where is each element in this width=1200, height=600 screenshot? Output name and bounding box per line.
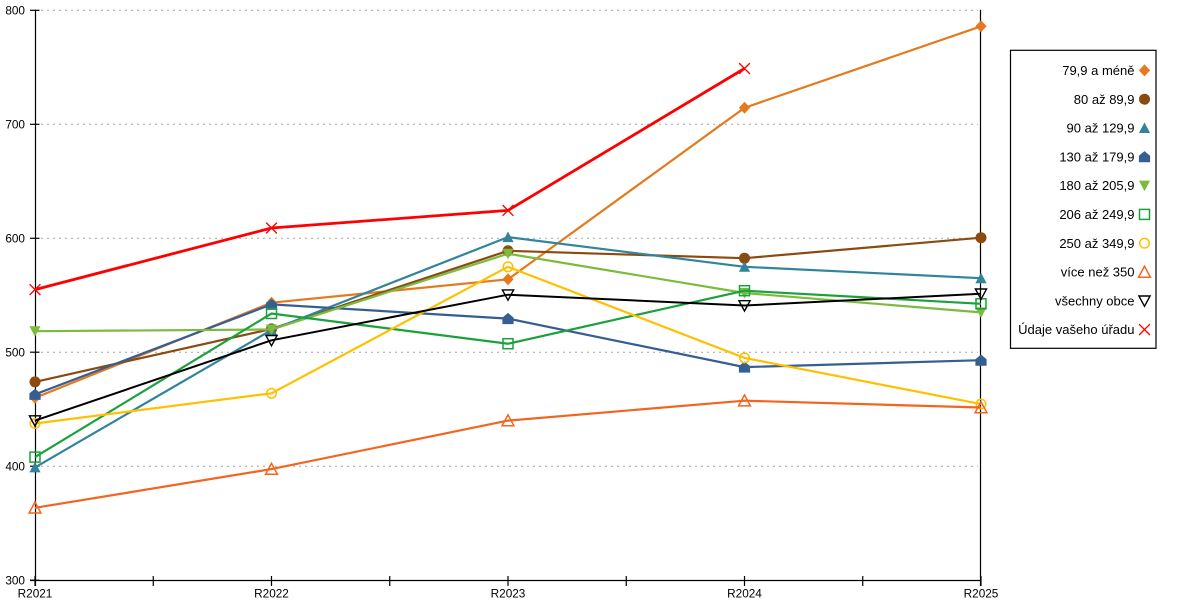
svg-text:R2022: R2022 — [254, 587, 289, 600]
svg-text:R2023: R2023 — [491, 587, 526, 600]
svg-text:300: 300 — [5, 573, 25, 587]
svg-text:250 až 349,9: 250 až 349,9 — [1059, 236, 1134, 251]
svg-text:79,9 a méně: 79,9 a méně — [1062, 63, 1134, 78]
svg-text:400: 400 — [5, 459, 25, 473]
svg-text:90 až 129,9: 90 až 129,9 — [1067, 121, 1135, 136]
svg-text:R2025: R2025 — [964, 587, 999, 600]
svg-text:500: 500 — [5, 345, 25, 359]
svg-text:206 až 249,9: 206 až 249,9 — [1059, 207, 1134, 222]
svg-text:více než 350: více než 350 — [1061, 265, 1135, 280]
svg-text:600: 600 — [5, 231, 25, 245]
svg-text:130 až 179,9: 130 až 179,9 — [1059, 149, 1134, 164]
svg-text:800: 800 — [5, 3, 25, 17]
svg-text:80 až 89,9: 80 až 89,9 — [1074, 92, 1135, 107]
svg-text:Údaje vašeho úřadu: Údaje vašeho úřadu — [1018, 322, 1134, 337]
svg-text:700: 700 — [5, 117, 25, 131]
svg-text:R2021: R2021 — [18, 587, 53, 600]
svg-text:180 až 205,9: 180 až 205,9 — [1059, 178, 1134, 193]
svg-text:R2024: R2024 — [727, 587, 762, 600]
svg-text:všechny obce: všechny obce — [1055, 293, 1135, 308]
